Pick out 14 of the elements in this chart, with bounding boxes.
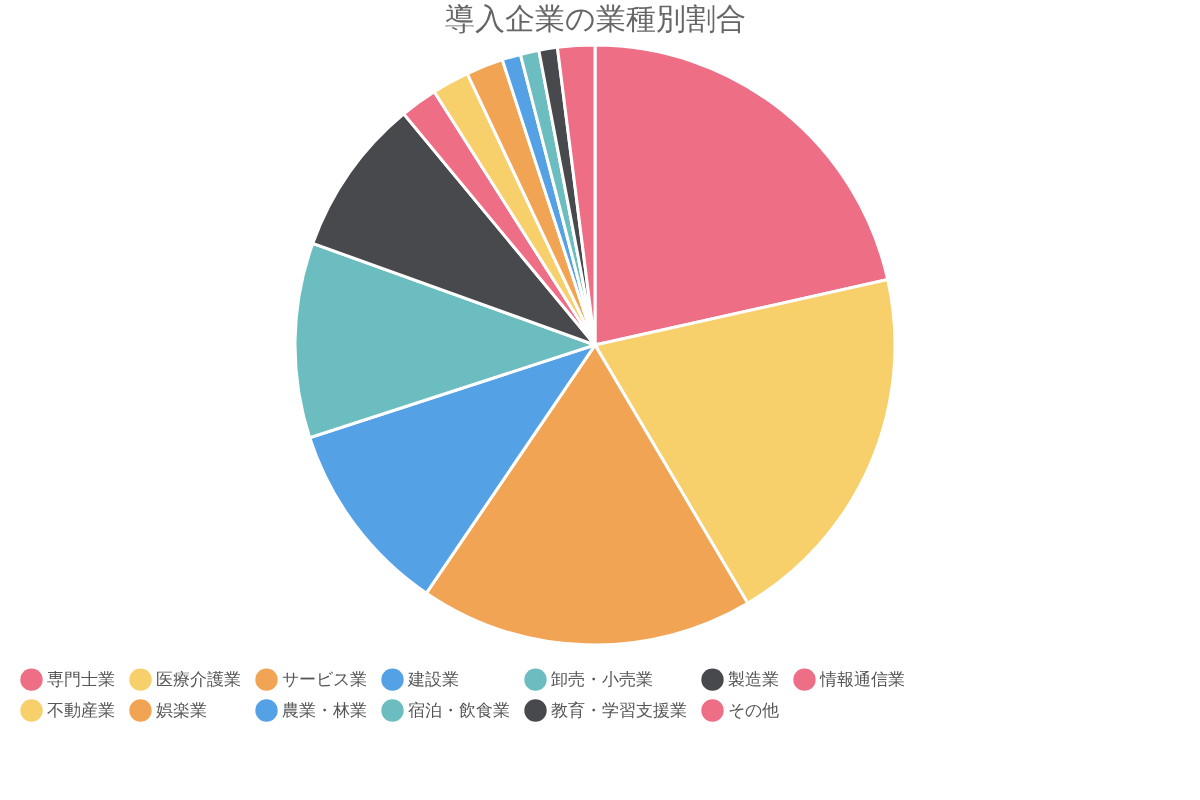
legend-label: 宿泊・飲食業	[408, 699, 510, 720]
legend-label: 農業・林業	[282, 699, 367, 720]
legend-label: 卸売・小売業	[551, 668, 653, 689]
chart-title: 導入企業の業種別割合	[444, 1, 746, 36]
legend-label: 娯楽業	[156, 699, 207, 720]
legend-label: その他	[728, 699, 779, 720]
legend-label: 不動産業	[47, 699, 115, 720]
legend-label: 建設業	[407, 668, 459, 689]
legend-label: 医療介護業	[156, 668, 241, 689]
legend-label: サービス業	[282, 668, 367, 689]
legend-label: 製造業	[728, 668, 779, 689]
legend-label: 教育・学習支援業	[551, 699, 687, 720]
legend-label: 専門士業	[47, 668, 115, 689]
legend-label: 情報通信業	[819, 668, 905, 689]
